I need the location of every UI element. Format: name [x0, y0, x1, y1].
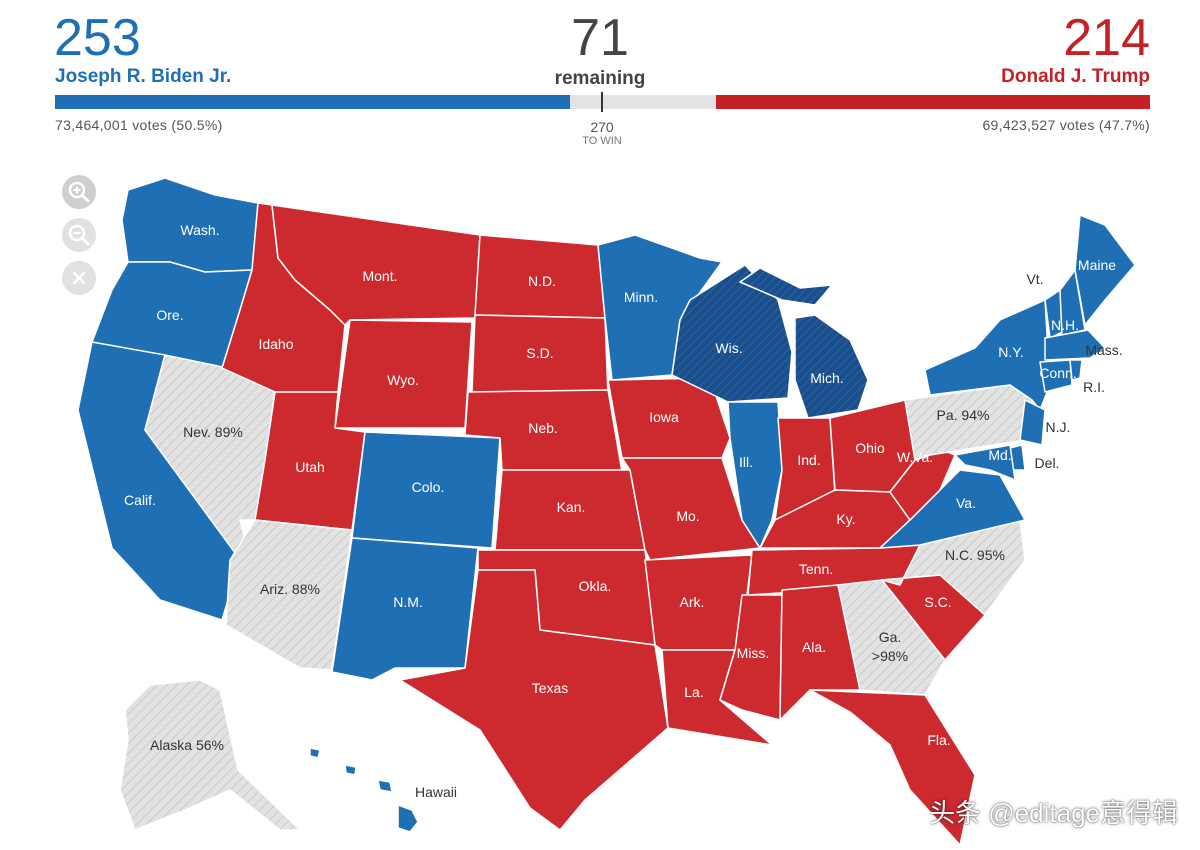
trump-popular-votes: 69,423,527 votes (47.7%)	[982, 117, 1150, 133]
zoom-out-icon	[68, 224, 90, 246]
state-illinois[interactable]	[727, 401, 783, 549]
zoom-out-button[interactable]	[62, 218, 96, 252]
label-la: La.	[684, 684, 703, 700]
biden-electoral-count: 253	[54, 9, 141, 67]
trump-progress-bar	[716, 95, 1150, 109]
state-missouri[interactable]	[621, 457, 761, 561]
label-mo: Mo.	[676, 508, 699, 524]
state-michigan-up[interactable]	[739, 267, 833, 306]
label-ny: N.Y.	[998, 344, 1023, 360]
label-kan: Kan.	[557, 499, 586, 515]
state-hawaii-maui[interactable]	[377, 779, 393, 793]
state-louisiana[interactable]	[661, 649, 773, 746]
label-tenn: Tenn.	[799, 561, 833, 577]
label-hawaii: Hawaii	[415, 784, 457, 800]
state-new-york[interactable]	[924, 299, 1051, 411]
label-mont: Mont.	[362, 268, 397, 284]
biden-progress-bar	[55, 95, 570, 109]
label-ind: Ind.	[797, 452, 820, 468]
state-alabama[interactable]	[779, 584, 861, 721]
label-wva: W.Va.	[897, 449, 933, 465]
label-ohio: Ohio	[855, 440, 885, 456]
label-ri: R.I.	[1083, 379, 1105, 395]
watermark: 头条 @editage意得辑	[929, 798, 1178, 828]
label-nm: N.M.	[393, 594, 423, 610]
state-maine[interactable]	[1074, 214, 1136, 326]
state-alaska[interactable]	[119, 679, 301, 831]
trump-name: Donald J. Trump	[1001, 66, 1150, 87]
state-florida[interactable]	[809, 689, 976, 846]
state-georgia[interactable]	[837, 579, 946, 696]
state-rhode-island[interactable]	[1069, 359, 1083, 381]
label-utah: Utah	[295, 459, 325, 475]
state-hawaii-oahu[interactable]	[344, 764, 357, 776]
label-vt: Vt.	[1026, 271, 1043, 287]
label-ark: Ark.	[680, 594, 705, 610]
state-texas[interactable]	[399, 569, 669, 831]
label-ala: Ala.	[802, 639, 826, 655]
reset-button[interactable]	[62, 261, 96, 295]
label-texas: Texas	[532, 680, 569, 696]
label-calif: Calif.	[124, 492, 156, 508]
to-win-label: TO WIN	[582, 135, 622, 147]
label-mich: Mich.	[810, 370, 843, 386]
label-alaska: Alaska 56%	[150, 737, 224, 753]
remaining-label: remaining	[554, 68, 646, 89]
us-electoral-map: Wash. Ore. Calif. Nev. 89% Idaho Mont. W…	[77, 177, 1136, 846]
zoom-in-icon	[68, 181, 90, 203]
state-new-jersey[interactable]	[1019, 399, 1046, 446]
label-ga-pct: >98%	[872, 648, 908, 664]
label-nev: Nev. 89%	[183, 424, 243, 440]
to-win-marker	[601, 92, 603, 112]
state-hawaii-big[interactable]	[397, 804, 419, 833]
label-mass: Mass.	[1085, 342, 1122, 358]
label-nj: N.J.	[1046, 419, 1071, 435]
label-iowa: Iowa	[649, 409, 679, 425]
label-wash: Wash.	[180, 222, 219, 238]
close-icon	[72, 271, 86, 285]
biden-popular-votes: 73,464,001 votes (50.5%)	[55, 117, 223, 133]
remaining-count: 71	[571, 9, 629, 67]
label-okla: Okla.	[579, 578, 612, 594]
label-del: Del.	[1035, 455, 1060, 471]
label-wis: Wis.	[715, 340, 742, 356]
trump-electoral-count: 214	[1063, 9, 1150, 67]
label-conn: Conn.	[1039, 365, 1076, 381]
label-md: Md.	[988, 447, 1011, 463]
state-connecticut[interactable]	[1039, 359, 1073, 393]
label-nd: N.D.	[528, 273, 556, 289]
label-ill: Ill.	[739, 454, 753, 470]
label-pa: Pa. 94%	[937, 407, 990, 423]
label-idaho: Idaho	[258, 336, 293, 352]
label-ga: Ga.	[879, 629, 902, 645]
label-nh: N.H.	[1051, 317, 1079, 333]
to-win-number: 270	[590, 119, 614, 135]
results-header: 253 Joseph R. Biden Jr. 73,464,001 votes…	[0, 0, 1200, 160]
label-sc: S.C.	[924, 594, 951, 610]
label-maine: Maine	[1078, 257, 1116, 273]
label-nc: N.C. 95%	[945, 547, 1005, 563]
biden-name: Joseph R. Biden Jr.	[55, 66, 232, 87]
label-minn: Minn.	[624, 289, 658, 305]
label-miss: Miss.	[737, 645, 770, 661]
label-colo: Colo.	[412, 479, 445, 495]
label-ore: Ore.	[156, 307, 183, 323]
label-wyo: Wyo.	[387, 372, 419, 388]
state-new-mexico[interactable]	[331, 537, 479, 681]
label-ariz: Ariz. 88%	[260, 581, 320, 597]
state-hawaii-kauai[interactable]	[309, 747, 321, 759]
label-sd: S.D.	[526, 345, 553, 361]
state-michigan[interactable]	[794, 314, 869, 419]
label-fla: Fla.	[927, 732, 950, 748]
state-arizona[interactable]	[225, 519, 353, 671]
state-colorado[interactable]	[351, 431, 501, 549]
label-ky: Ky.	[836, 511, 855, 527]
state-massachusetts[interactable]	[1044, 329, 1106, 361]
label-neb: Neb.	[528, 420, 558, 436]
remaining-progress-bar	[570, 95, 716, 109]
zoom-in-button[interactable]	[62, 175, 96, 209]
label-va: Va.	[956, 495, 976, 511]
state-maryland[interactable]	[954, 444, 1016, 481]
